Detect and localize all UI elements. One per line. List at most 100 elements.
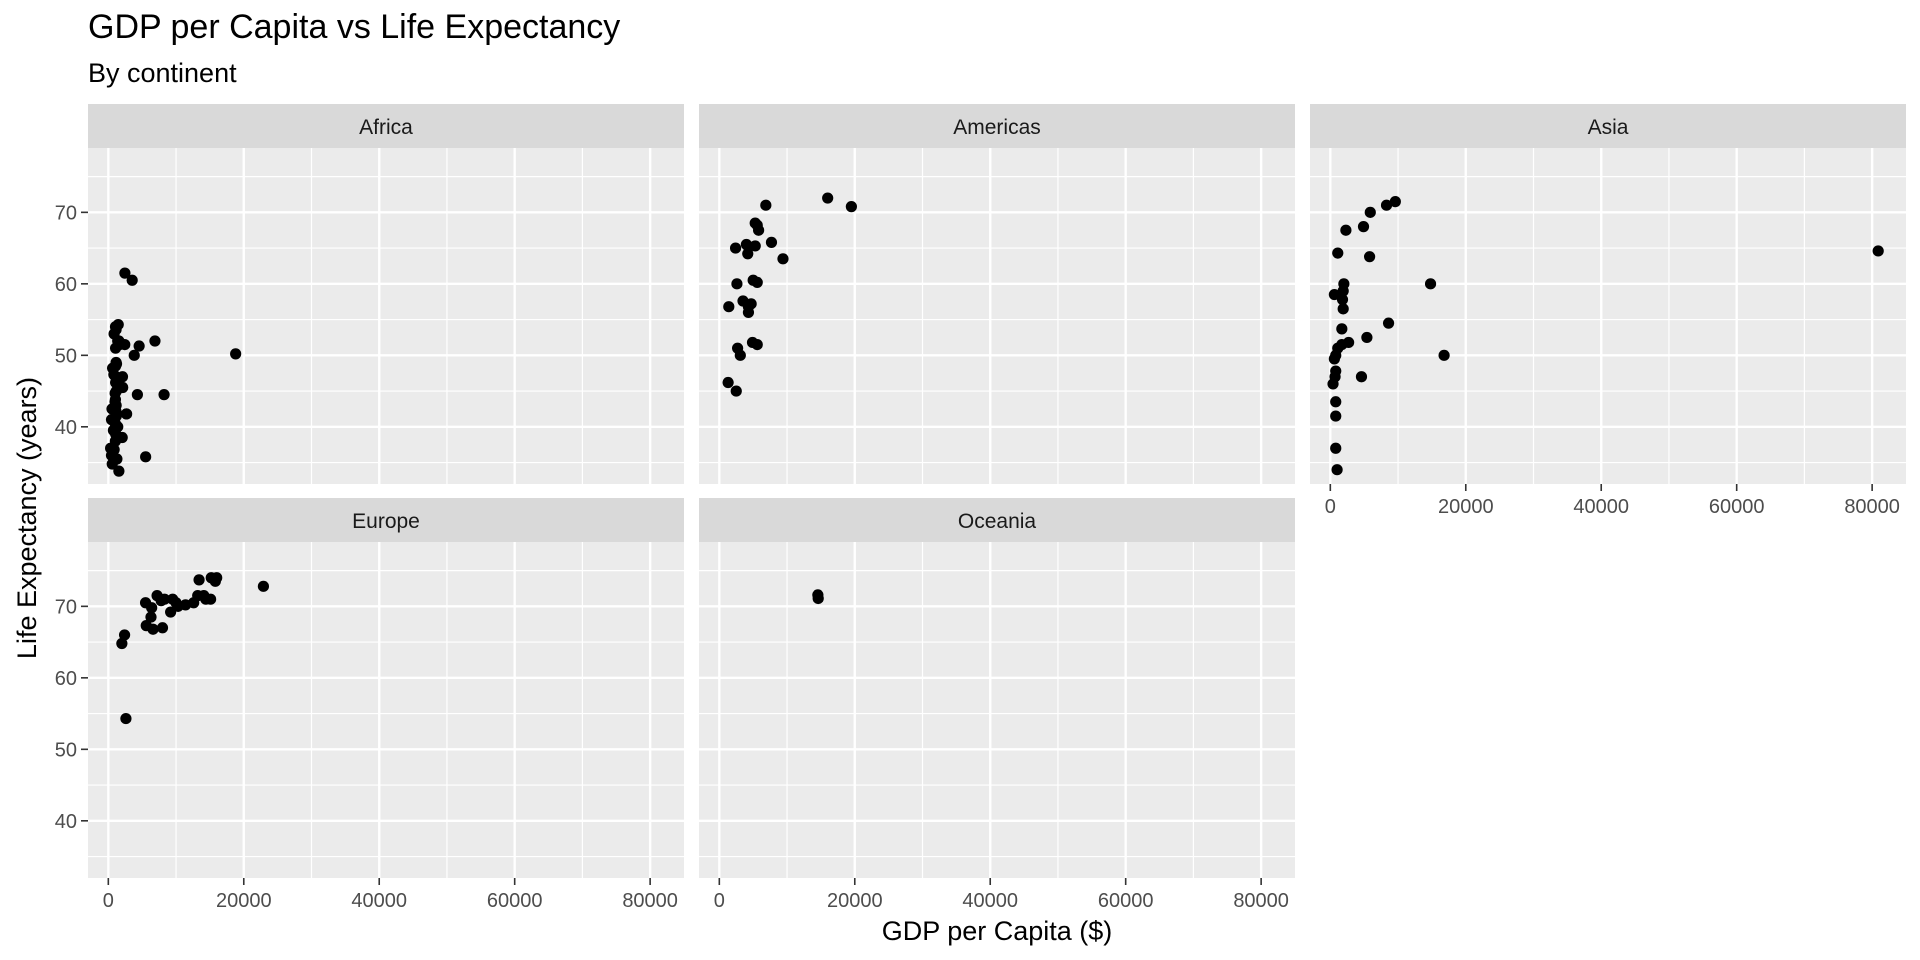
- strip-africa: [88, 104, 684, 148]
- data-point: [734, 349, 746, 361]
- data-point: [126, 274, 138, 286]
- data-point: [119, 267, 131, 279]
- data-point: [121, 408, 133, 420]
- y-tick-label: 60: [55, 668, 77, 690]
- data-point: [158, 389, 170, 401]
- panel-oceania: Oceania 0 20000 40000 60000 80000: [699, 498, 1295, 912]
- data-point: [112, 372, 124, 384]
- data-point: [751, 338, 763, 351]
- data-point: [110, 428, 122, 440]
- data-point: [116, 637, 128, 650]
- points-asia: [1327, 196, 1884, 476]
- data-point: [760, 199, 772, 211]
- data-point: [1872, 245, 1884, 257]
- data-point: [1357, 221, 1370, 233]
- strip-oceania: [699, 498, 1295, 542]
- x-tick-label: 60000: [1709, 496, 1765, 518]
- panel-asia: Asia 0 20000 40000 60000 80000: [1310, 104, 1906, 518]
- strip-americas: [699, 104, 1295, 148]
- data-point: [845, 201, 857, 213]
- y-axis-title: Life Expectancy (years): [12, 377, 42, 659]
- y-tick-label: 40: [55, 417, 77, 439]
- y-tick-label: 40: [55, 811, 77, 833]
- x-tick-label: 40000: [1573, 496, 1629, 518]
- data-point: [110, 358, 123, 370]
- data-point: [110, 323, 122, 336]
- data-point: [1330, 396, 1342, 408]
- data-point: [109, 387, 121, 399]
- x-tick-label: 40000: [351, 890, 407, 912]
- data-point: [200, 593, 212, 605]
- data-point: [1340, 224, 1352, 236]
- data-point: [729, 242, 742, 254]
- x-tick-label: 80000: [1844, 496, 1900, 518]
- strip-label-asia: Asia: [1588, 116, 1629, 139]
- strip-label-europe: Europe: [352, 510, 420, 533]
- data-point: [1361, 331, 1373, 344]
- panel-americas: Americas: [699, 104, 1295, 484]
- x-tick-label: 20000: [827, 890, 883, 912]
- data-point: [730, 385, 742, 397]
- strip-label-africa: Africa: [359, 116, 413, 139]
- panel-background-americas: [699, 148, 1295, 484]
- data-point: [110, 406, 122, 419]
- panel-background-africa: [88, 148, 684, 484]
- data-point: [155, 595, 167, 607]
- x-tick-label: 0: [714, 890, 725, 912]
- points-americas: [722, 192, 857, 397]
- data-point: [742, 241, 755, 253]
- data-point: [230, 348, 242, 360]
- x-tick-label: 0: [103, 890, 114, 912]
- data-point: [1336, 293, 1349, 306]
- points-europe: [116, 572, 270, 725]
- strip-asia: [1310, 104, 1906, 148]
- data-point: [722, 376, 734, 389]
- data-point: [812, 592, 824, 605]
- x-tick-label: 80000: [1233, 890, 1289, 912]
- x-tick-label: 80000: [622, 890, 678, 912]
- data-point: [1389, 196, 1401, 208]
- points-oceania: [812, 589, 824, 605]
- x-tick-label: 20000: [1438, 496, 1494, 518]
- data-point: [1438, 349, 1450, 361]
- data-point: [1327, 378, 1339, 390]
- data-point: [723, 301, 735, 313]
- data-point: [193, 574, 205, 586]
- points-africa: [105, 267, 242, 477]
- data-point: [114, 338, 126, 351]
- data-point: [165, 606, 177, 618]
- x-tick-label: 60000: [1098, 890, 1154, 912]
- data-point: [1328, 288, 1340, 301]
- x-tick-label: 40000: [962, 890, 1018, 912]
- data-point: [1332, 247, 1344, 259]
- data-point: [147, 623, 159, 635]
- data-point: [118, 629, 131, 641]
- data-point: [257, 580, 270, 592]
- data-point: [1382, 317, 1395, 329]
- data-point: [1380, 199, 1393, 211]
- data-point: [1330, 410, 1342, 422]
- y-tick-label: 60: [55, 274, 77, 296]
- data-point: [128, 349, 140, 361]
- x-tick-label: 60000: [487, 890, 543, 912]
- data-point: [133, 340, 145, 352]
- data-point: [140, 451, 152, 463]
- y-tick-label: 70: [55, 596, 77, 618]
- panel-background-europe: [88, 542, 684, 878]
- chart-title: GDP per Capita vs Life Expectancy: [88, 8, 620, 46]
- data-point: [822, 192, 834, 204]
- data-point: [156, 622, 169, 634]
- data-point: [742, 301, 755, 313]
- data-point: [1331, 464, 1343, 476]
- data-point: [146, 602, 158, 614]
- data-point: [1424, 278, 1437, 290]
- data-point: [1330, 442, 1342, 454]
- y-tick-label: 70: [55, 202, 77, 224]
- strip-label-oceania: Oceania: [958, 510, 1037, 533]
- panel-background-oceania: [699, 542, 1295, 878]
- data-point: [109, 417, 121, 429]
- x-axis-title: GDP per Capita ($): [882, 916, 1113, 946]
- data-point: [149, 335, 161, 347]
- data-point: [131, 389, 143, 401]
